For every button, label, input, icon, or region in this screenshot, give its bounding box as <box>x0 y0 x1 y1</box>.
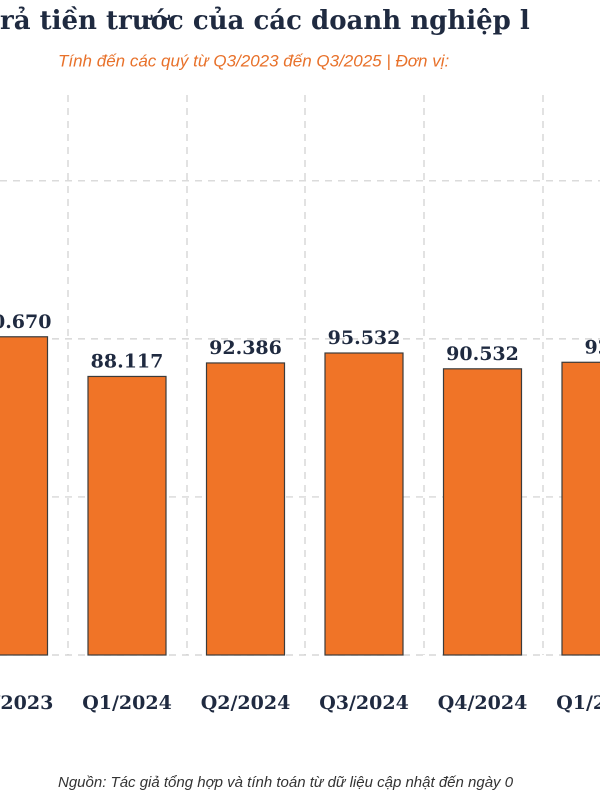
vertical-grid <box>67 95 544 655</box>
value-label: 88.117 <box>91 350 164 372</box>
x-tick-label: Q4/2024 <box>438 692 528 714</box>
bar <box>0 336 49 656</box>
bar <box>324 352 404 656</box>
value-label: 92. <box>584 336 600 358</box>
value-label: 92.386 <box>209 337 282 359</box>
x-tick-label: Q3/2023 <box>0 692 53 714</box>
x-tick-label: Q3/2024 <box>319 692 409 714</box>
chart-title: rả tiền trước của các doanh nghiệp l <box>0 6 530 36</box>
bar <box>87 375 167 656</box>
x-tick-label: Q1/2025 <box>556 692 600 714</box>
value-label: 95.532 <box>328 327 401 349</box>
source-note: Nguồn: Tác giả tổng hợp và tính toán từ … <box>58 774 514 791</box>
value-label: 100.670 <box>0 311 51 333</box>
value-label: 90.532 <box>446 343 519 365</box>
x-tick-label: Q1/2024 <box>82 692 172 714</box>
bar <box>561 361 600 656</box>
bar <box>442 368 523 656</box>
chart-subtitle: Tính đến các quý từ Q3/2023 đến Q3/2025 … <box>58 51 449 70</box>
x-tick-label: Q2/2024 <box>201 692 291 714</box>
bar <box>205 362 286 656</box>
